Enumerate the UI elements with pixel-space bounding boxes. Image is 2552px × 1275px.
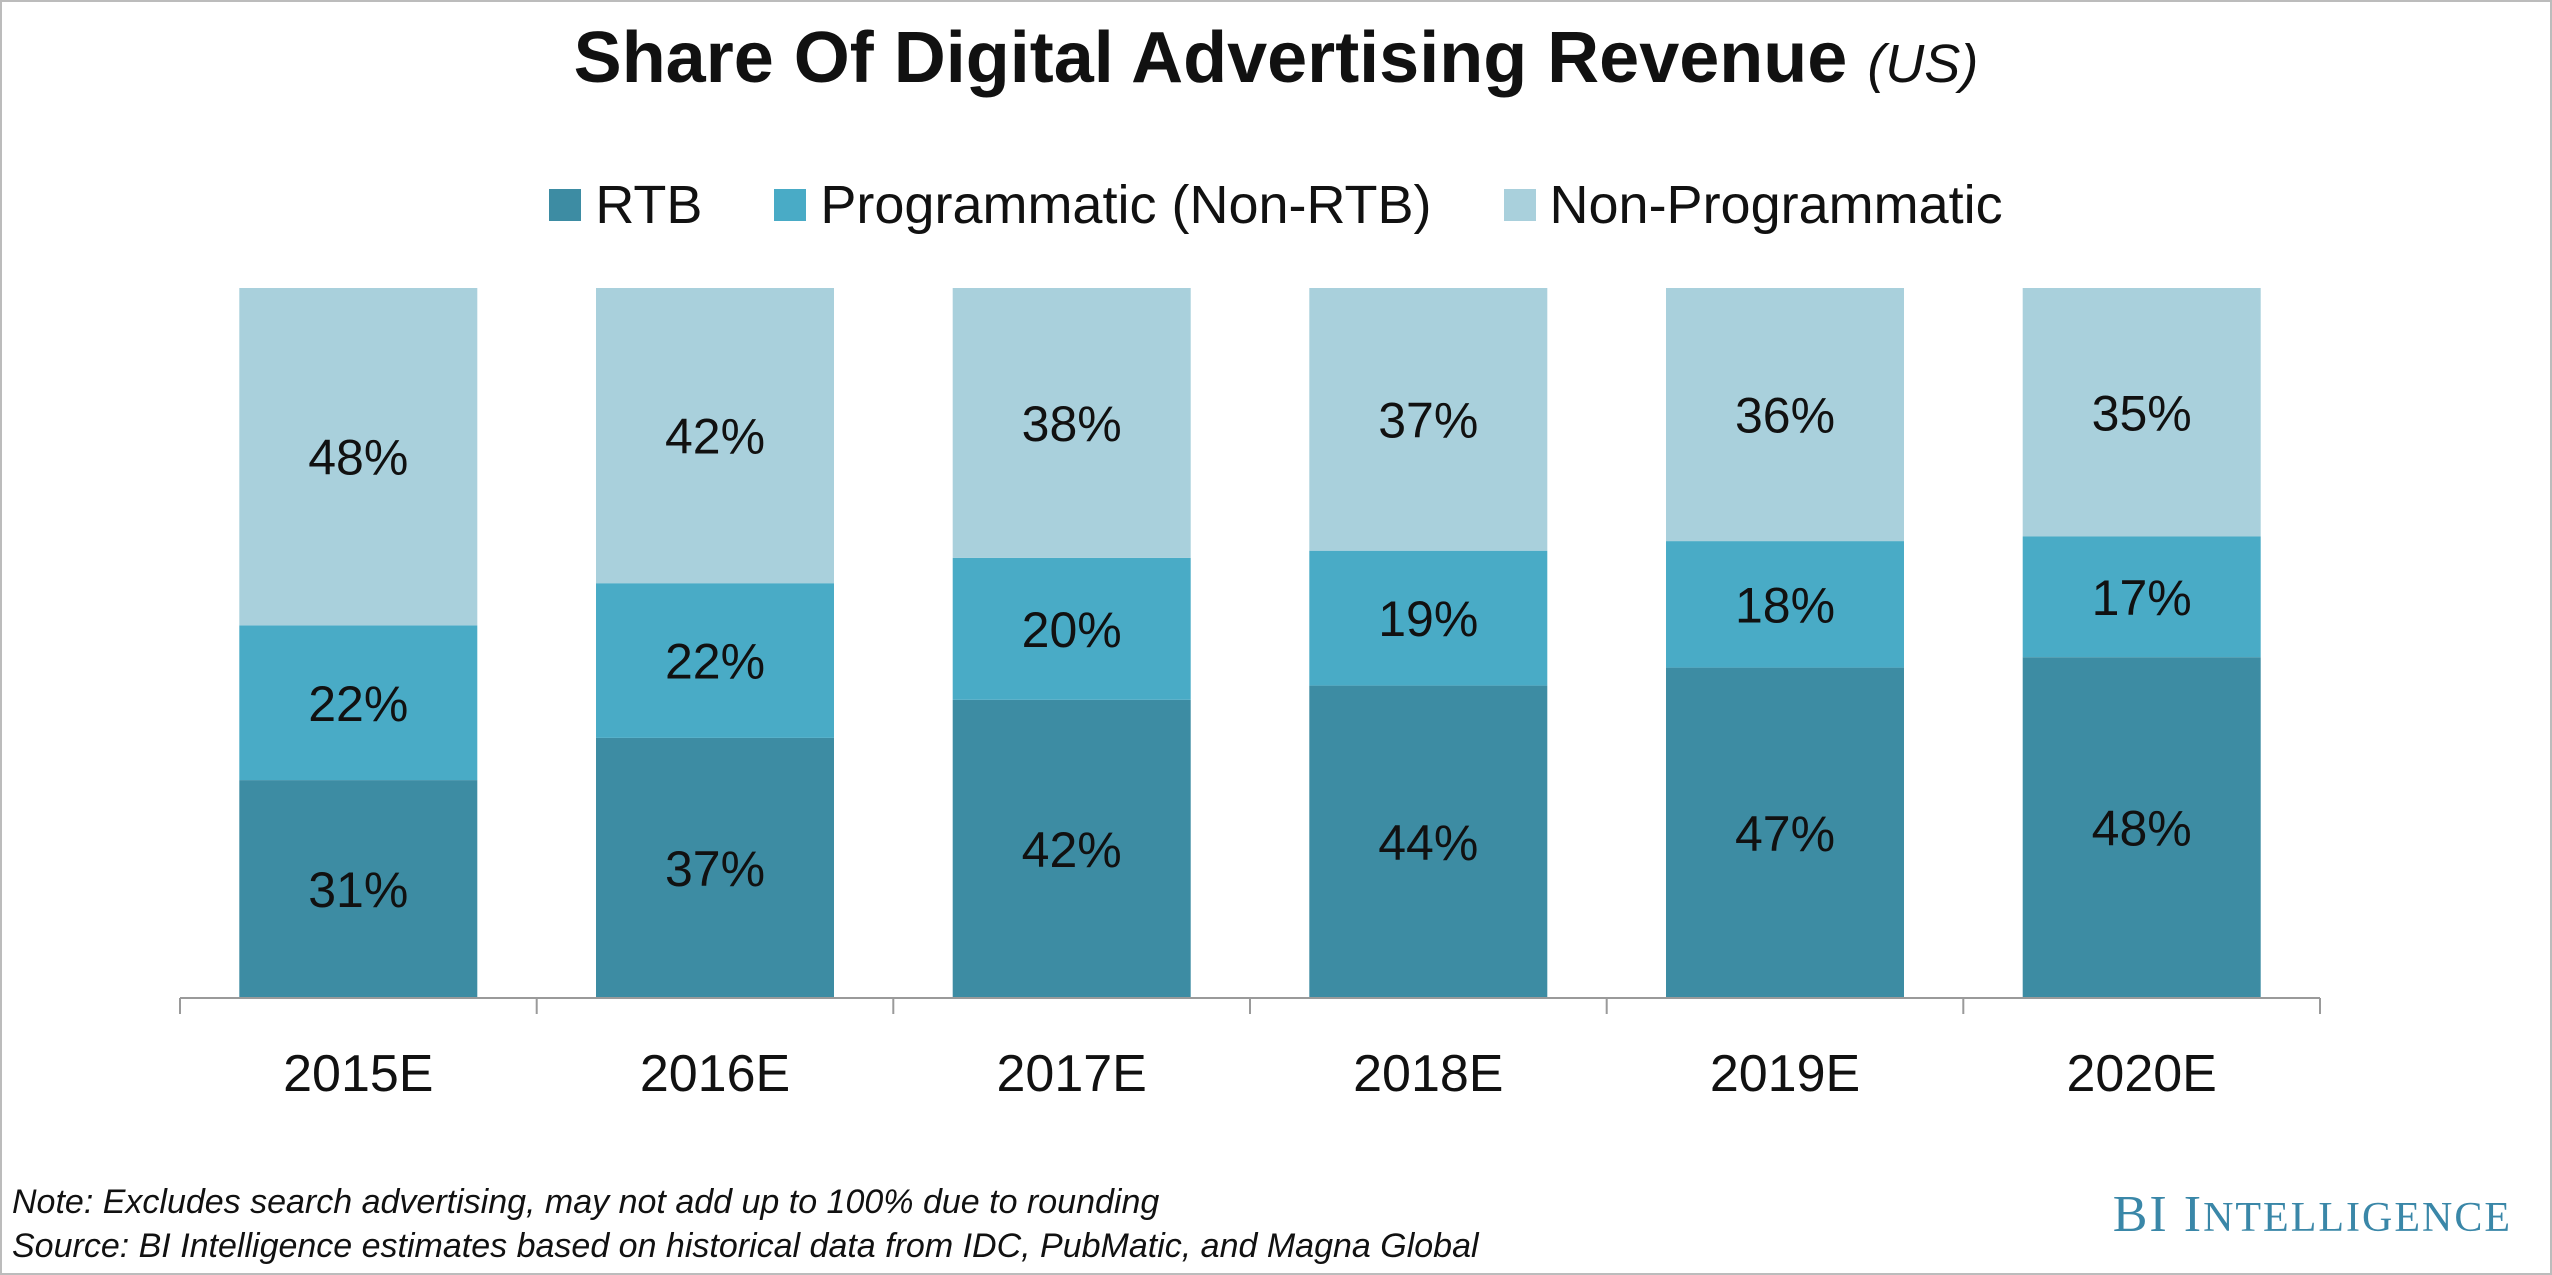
bar-segment-non-programmatic-2017e xyxy=(952,288,1191,558)
legend-item-rtb: RTB xyxy=(549,170,702,240)
data-label-rtb-2019e: 47% xyxy=(1735,806,1835,862)
brand-logo-bi: BI xyxy=(2112,1186,2169,1243)
data-label-rtb-2018e: 44% xyxy=(1378,815,1478,871)
chart-title: Share Of Digital Advertising Revenue (US… xyxy=(0,12,2552,110)
legend-label: Programmatic (Non-RTB) xyxy=(820,175,1432,235)
bar-segment-programmatic-non-rtb-2018e xyxy=(1309,550,1548,686)
brand-logo-rest: NTELLIGENCE xyxy=(2203,1195,2512,1241)
bar-segment-non-programmatic-2015e xyxy=(239,288,478,626)
x-tick-label-2020e: 2020E xyxy=(2067,1045,2217,1103)
brand-logo-initial: I xyxy=(2183,1186,2204,1243)
data-label-programmatic-non-rtb-2017e: 20% xyxy=(1022,602,1122,658)
footnote-source: Source: BI Intelligence estimates based … xyxy=(12,1227,1479,1265)
footnote-note: Note: Excludes search advertising, may n… xyxy=(12,1183,1160,1221)
data-label-rtb-2017e: 42% xyxy=(1022,822,1122,878)
bar-segment-rtb-2016e xyxy=(596,737,834,998)
legend-label: Non-Programmatic xyxy=(1549,175,2003,235)
chart-title-region: (US) xyxy=(1867,34,1979,94)
data-label-non-programmatic-2018e: 37% xyxy=(1378,392,1478,448)
data-label-programmatic-non-rtb-2020e: 17% xyxy=(2092,570,2192,626)
bar-segment-rtb-2018e xyxy=(1309,685,1548,998)
chart-title-main: Share Of Digital Advertising Revenue xyxy=(573,18,1848,98)
bar-segment-programmatic-non-rtb-2020e xyxy=(2022,536,2261,658)
brand-logo: BI INTELLIGENCE xyxy=(2113,1185,2512,1244)
data-label-non-programmatic-2016e: 42% xyxy=(665,409,765,465)
data-label-programmatic-non-rtb-2016e: 22% xyxy=(665,634,765,690)
legend-item-non-programmatic: Non-Programmatic xyxy=(1503,170,2003,240)
bar-segment-rtb-2017e xyxy=(952,699,1191,998)
data-label-non-programmatic-2020e: 35% xyxy=(2092,385,2192,441)
bar-segment-rtb-2015e xyxy=(239,780,478,998)
x-tick-label-2016e: 2016E xyxy=(640,1045,790,1103)
data-label-programmatic-non-rtb-2019e: 18% xyxy=(1735,577,1835,633)
data-label-non-programmatic-2017e: 38% xyxy=(1022,396,1122,452)
bar-segment-non-programmatic-2018e xyxy=(1309,288,1548,551)
data-label-non-programmatic-2019e: 36% xyxy=(1735,388,1835,444)
legend-swatch xyxy=(1503,189,1536,221)
legend-item-programmatic-non-rtb: Programmatic (Non-RTB) xyxy=(774,170,1432,240)
legend-swatch xyxy=(549,189,582,221)
bar-segment-programmatic-non-rtb-2016e xyxy=(596,583,834,738)
legend-label: RTB xyxy=(595,175,703,235)
bar-segment-programmatic-non-rtb-2019e xyxy=(1666,541,1904,668)
bar-segment-rtb-2020e xyxy=(2022,657,2261,998)
legend-swatch xyxy=(774,189,807,221)
data-label-rtb-2020e: 48% xyxy=(2092,801,2192,857)
data-label-programmatic-non-rtb-2018e: 19% xyxy=(1378,591,1478,647)
chart-legend: RTB Programmatic (Non-RTB) Non-Programmati… xyxy=(0,170,2552,240)
bar-segment-programmatic-non-rtb-2015e xyxy=(239,625,478,781)
data-label-programmatic-non-rtb-2015e: 22% xyxy=(308,676,408,732)
bar-segment-non-programmatic-2016e xyxy=(596,288,834,584)
bar-segment-non-programmatic-2020e xyxy=(2022,288,2261,537)
data-label-rtb-2015e: 31% xyxy=(308,862,408,918)
bar-segment-non-programmatic-2019e xyxy=(1666,288,1904,542)
bar-segment-rtb-2019e xyxy=(1666,667,1904,998)
bar-segment-programmatic-non-rtb-2017e xyxy=(952,557,1191,700)
x-tick-label-2019e: 2019E xyxy=(1710,1045,1860,1103)
data-label-non-programmatic-2015e: 48% xyxy=(308,430,408,486)
x-tick-label-2018e: 2018E xyxy=(1353,1045,1503,1103)
x-tick-label-2015e: 2015E xyxy=(283,1045,433,1103)
data-label-rtb-2016e: 37% xyxy=(665,841,765,897)
x-tick-label-2017e: 2017E xyxy=(997,1045,1147,1103)
